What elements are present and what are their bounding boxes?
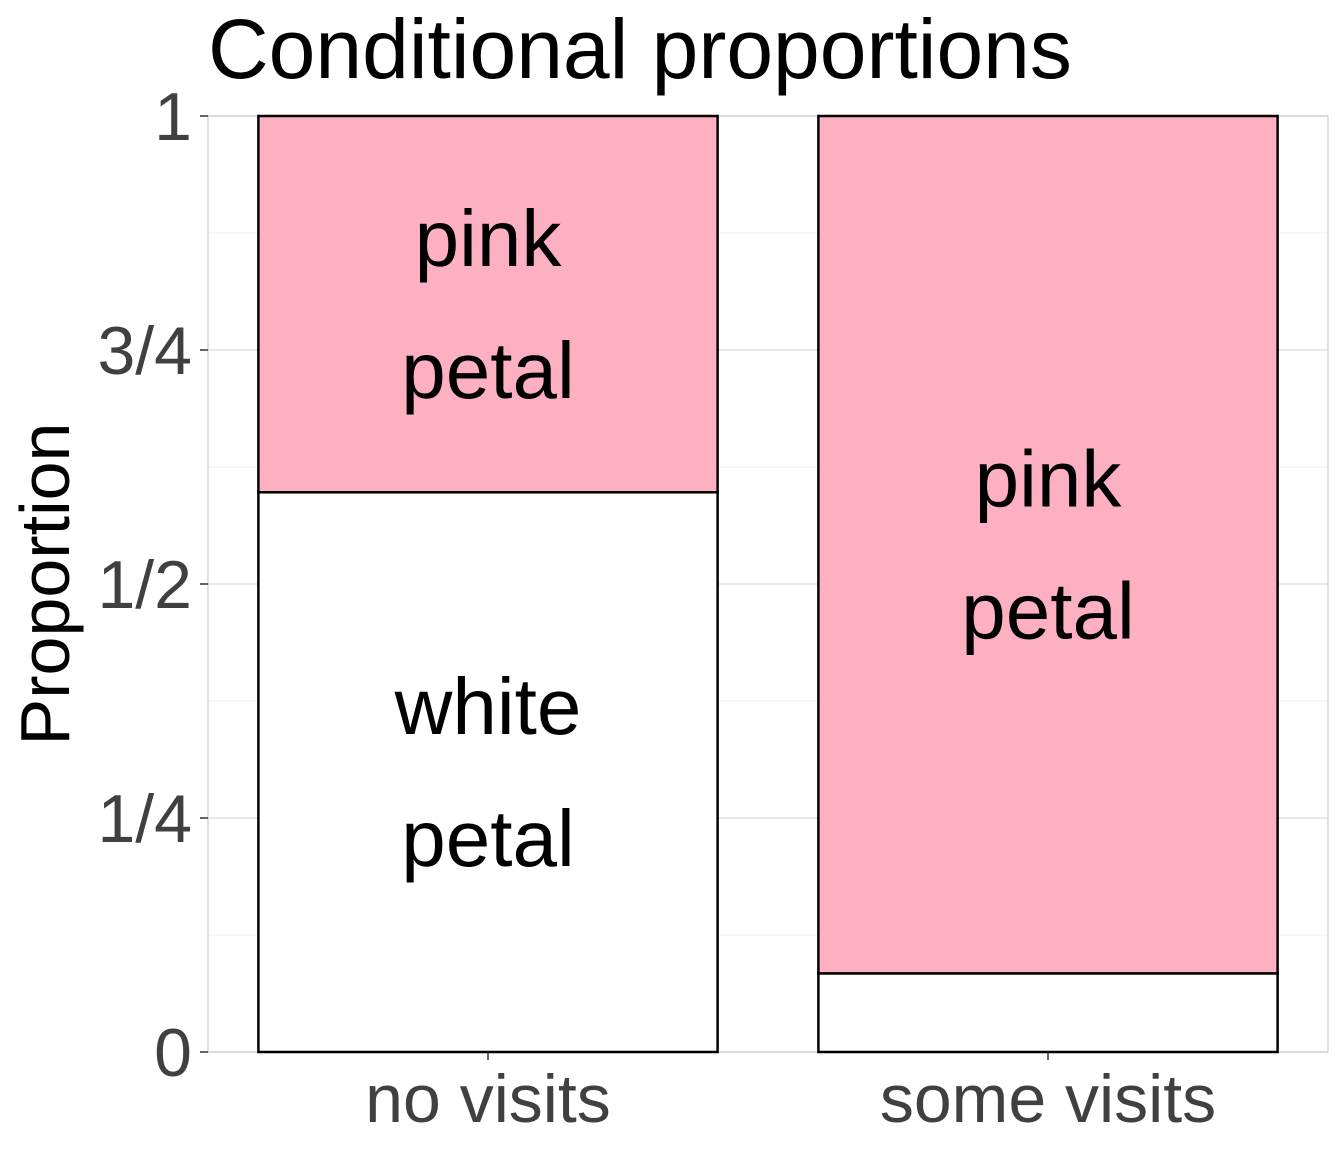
segment-labels: white petal pink petal pink petal <box>394 194 1135 883</box>
chart-title: Conditional proportions <box>208 2 1072 96</box>
segment-label: pink petal <box>961 435 1134 656</box>
y-axis-title: Proportion <box>6 423 84 746</box>
bar-segment <box>257 491 719 1054</box>
segment-label: white petal <box>394 662 582 883</box>
bar-segment <box>257 114 719 494</box>
bars <box>257 114 1279 1054</box>
y-tick-label: 1/2 <box>97 547 192 623</box>
segment-label: pink petal <box>401 194 574 415</box>
bar-segment <box>817 972 1279 1054</box>
y-tick-label: 0 <box>154 1015 192 1091</box>
y-tick-label: 3/4 <box>97 313 192 389</box>
x-axis: no visits some visits <box>365 1052 1216 1137</box>
bar-segment <box>817 114 1279 975</box>
y-tick-label: 1 <box>154 79 192 155</box>
x-tick-label: no visits <box>365 1061 611 1137</box>
y-axis: 0 1/4 1/2 3/4 1 <box>97 79 208 1091</box>
x-tick-label: some visits <box>880 1061 1216 1137</box>
y-tick-label: 1/4 <box>97 781 192 857</box>
